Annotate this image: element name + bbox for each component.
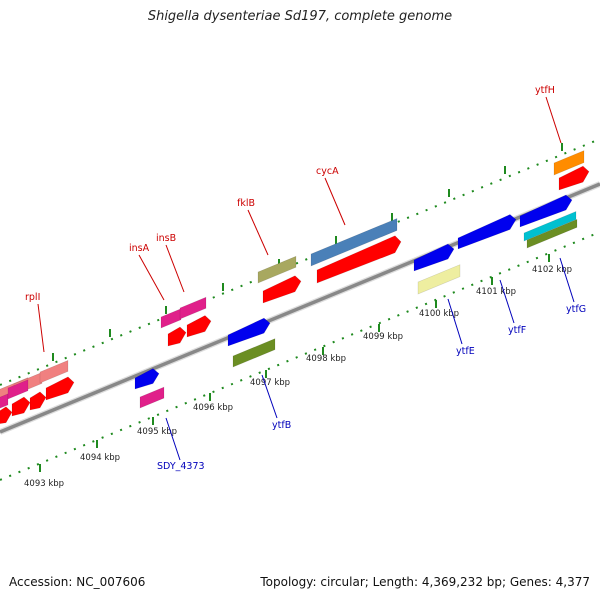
- gene-block-ytfE[interactable]: [417, 264, 461, 295]
- gene-block-ytfH[interactable]: [553, 150, 585, 176]
- label-leader-line: [559, 257, 575, 303]
- cds-arrow[interactable]: [11, 396, 31, 417]
- kbp-label: 4098 kbp: [306, 354, 346, 364]
- gene-block-SDY_4373[interactable]: [139, 386, 165, 409]
- accession-text: Accession: NC_007606: [9, 575, 146, 589]
- cds-arrow-insA[interactable]: [167, 326, 187, 347]
- gene-block-magenta[interactable]: [0, 393, 9, 409]
- gene-label-insB[interactable]: insB: [156, 233, 176, 244]
- gene-block-insB[interactable]: [179, 296, 207, 320]
- cds-arrow-insB[interactable]: [186, 315, 212, 338]
- gene-label-SDY_4373[interactable]: SDY_4373: [157, 461, 205, 472]
- gene-label-rplI[interactable]: rplI: [25, 292, 40, 303]
- gene-block-magenta[interactable]: [7, 379, 29, 400]
- inner-guide-track: [0, 231, 600, 481]
- outer-guide-track: [0, 138, 600, 386]
- label-leader-line: [247, 209, 269, 256]
- gene-block-ytfG-cyan[interactable]: [523, 211, 577, 242]
- cds-arrow-cycA[interactable]: [316, 235, 402, 284]
- cds-arrow-fklB[interactable]: [262, 275, 302, 304]
- label-leader-line: [447, 298, 463, 345]
- kbp-label: 4102 kbp: [532, 265, 572, 275]
- kbp-label: 4101 kbp: [476, 287, 516, 297]
- gene-arrow-ytfF[interactable]: [457, 214, 517, 250]
- map-title: Shigella dysenteriae Sd197, complete gen…: [147, 9, 453, 24]
- label-leader-line: [138, 254, 165, 301]
- gene-arrow-ytfB[interactable]: [227, 317, 271, 347]
- kbp-label: 4094 kbp: [80, 453, 120, 463]
- label-leader-line: [499, 279, 515, 324]
- genome-stats-text: Topology: circular; Length: 4,369,232 bp…: [260, 575, 590, 589]
- kbp-label: 4097 kbp: [250, 378, 290, 388]
- kbp-label: 4096 kbp: [193, 403, 233, 413]
- gene-block-cycA[interactable]: [310, 218, 398, 267]
- gene-label-cycA[interactable]: cycA: [316, 166, 339, 177]
- gene-label-ytfF[interactable]: ytfF: [508, 325, 526, 336]
- gene-label-insA[interactable]: insA: [129, 243, 150, 254]
- label-leader-line: [324, 177, 346, 226]
- label-leader-line: [165, 244, 185, 293]
- kbp-label: 4100 kbp: [419, 309, 459, 319]
- cds-arrow[interactable]: [45, 376, 75, 401]
- gene-label-ytfE[interactable]: ytfE: [456, 346, 475, 357]
- gene-block-ytfB-olive[interactable]: [232, 338, 276, 368]
- gene-label-ytfG[interactable]: ytfG: [566, 304, 586, 315]
- kbp-label: 4093 kbp: [24, 479, 64, 489]
- cds-arrow[interactable]: [0, 406, 13, 424]
- gene-block-pink[interactable]: [39, 359, 69, 384]
- gene-block-insA[interactable]: [160, 308, 182, 329]
- gene-block-fklB[interactable]: [257, 255, 297, 284]
- gene-label-ytfB[interactable]: ytfB: [272, 420, 291, 431]
- gene-block-ytfG-olive[interactable]: [526, 218, 578, 249]
- gene-arrow-ytfG[interactable]: [519, 194, 573, 228]
- label-leader-line: [37, 303, 45, 353]
- gene-arrow-SDY_4373[interactable]: [134, 368, 160, 390]
- gene-arrow-ytfE[interactable]: [413, 243, 455, 272]
- label-leader-line: [261, 374, 278, 419]
- gene-features: [0, 150, 590, 424]
- label-leader-line: [545, 96, 562, 144]
- label-leader-line: [165, 417, 181, 461]
- cds-arrow-ytfH[interactable]: [558, 165, 590, 191]
- cds-arrow[interactable]: [29, 391, 47, 411]
- gene-label-fklB[interactable]: fklB: [237, 198, 255, 209]
- kbp-label: 4095 kbp: [137, 427, 177, 437]
- kbp-label: 4099 kbp: [363, 332, 403, 342]
- gene-label-ytfH[interactable]: ytfH: [535, 85, 555, 96]
